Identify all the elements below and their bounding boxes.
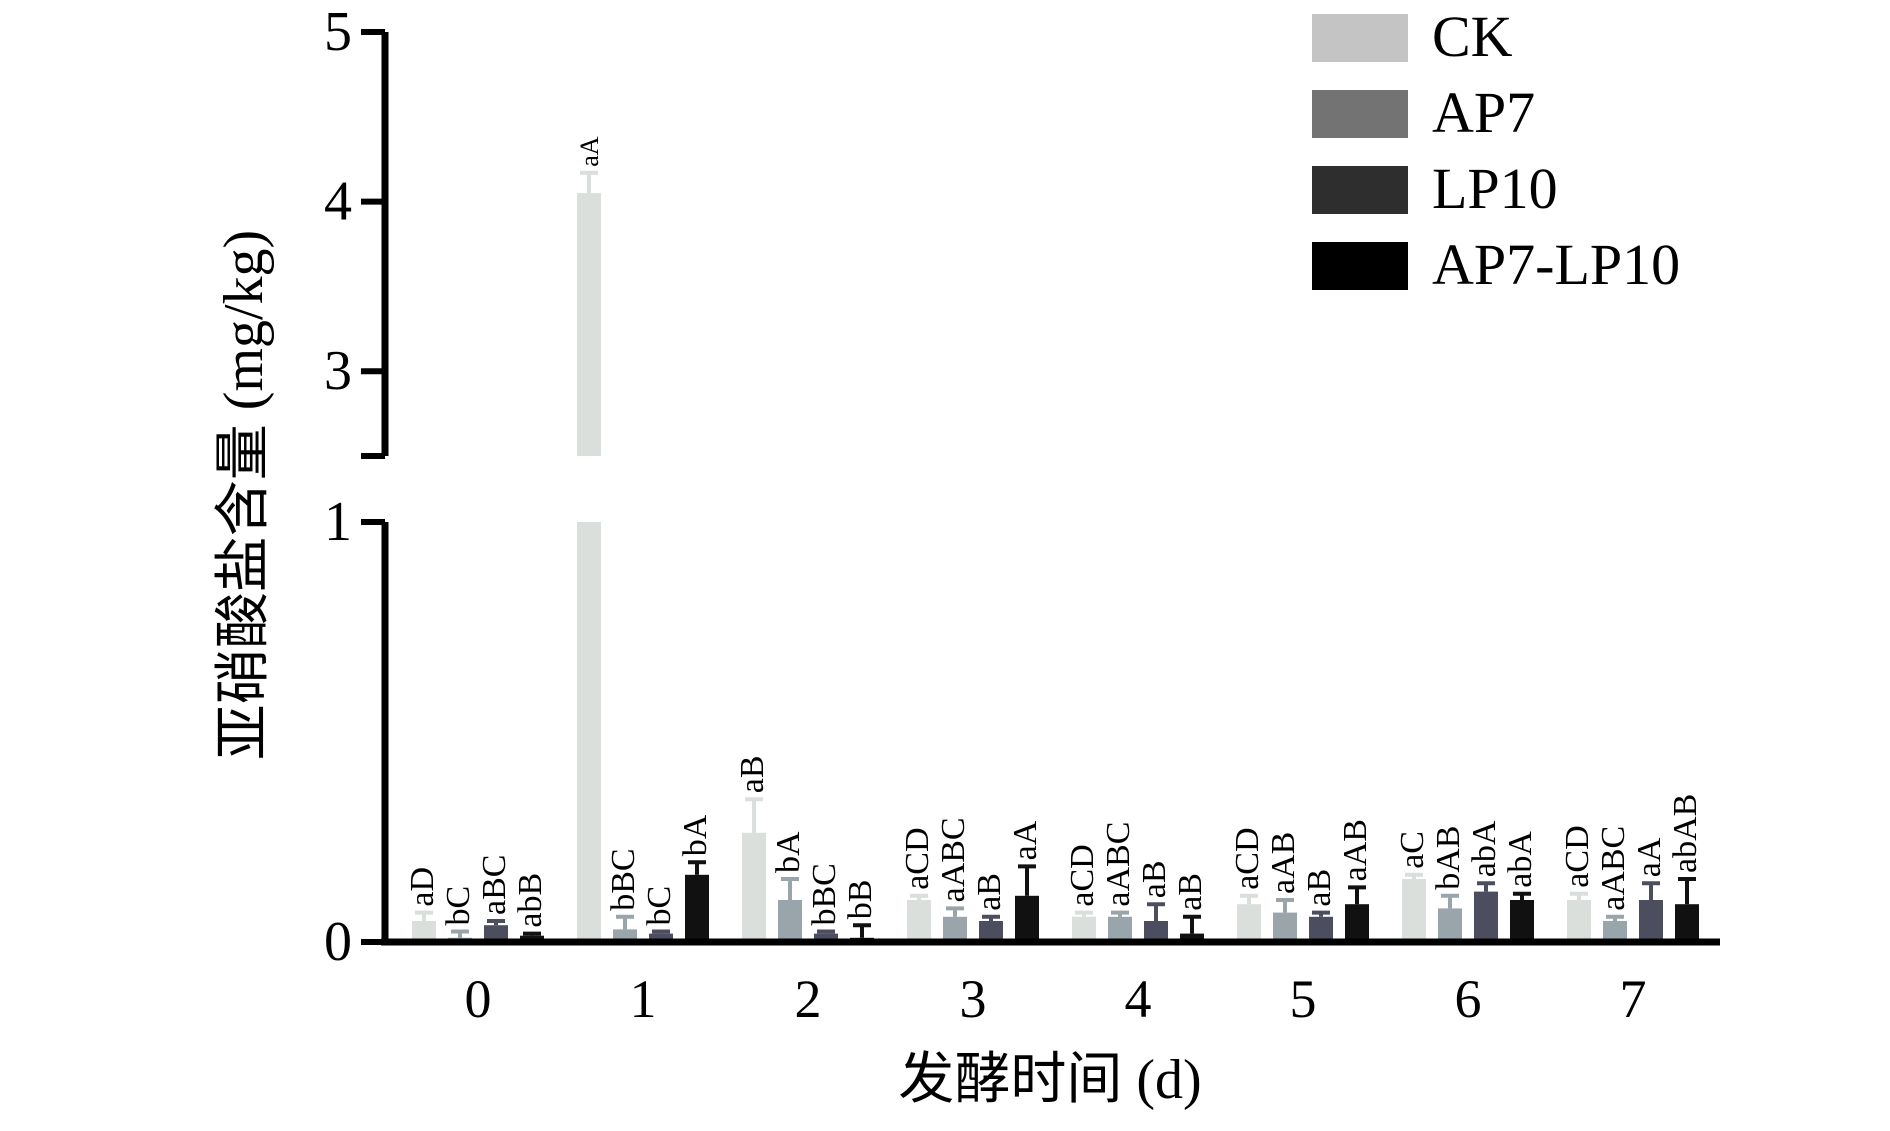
significance-label: bAB <box>1430 826 1467 890</box>
bar <box>1675 904 1699 942</box>
significance-label: aB <box>1136 860 1173 898</box>
y-tick-label: 3 <box>324 340 352 402</box>
significance-label: aBC <box>476 855 513 915</box>
y-tick-label: 0 <box>324 911 352 973</box>
significance-label: bBC <box>806 863 843 925</box>
bar <box>814 933 838 942</box>
x-tick-label: 0 <box>465 969 492 1029</box>
x-tick-label: 5 <box>1290 969 1317 1029</box>
significance-label: aABC <box>1595 826 1632 911</box>
bar <box>1309 916 1333 942</box>
axes-layer <box>361 29 1720 946</box>
bar <box>1639 900 1663 942</box>
significance-label: aB <box>1172 873 1209 911</box>
x-tick-label: 7 <box>1620 969 1647 1029</box>
bar <box>907 900 931 942</box>
x-tick-label: 1 <box>630 969 657 1029</box>
significance-label: bB <box>842 880 879 920</box>
significance-label: aB <box>1301 869 1338 907</box>
bar <box>577 522 601 942</box>
x-axis-title: 发酵时间 (d) <box>898 1049 1201 1111</box>
y-tick-label: 5 <box>324 1 352 63</box>
bar <box>1603 921 1627 942</box>
significance-label: bC <box>641 886 678 926</box>
y-tick-label: 4 <box>324 171 352 233</box>
significance-label: aCD <box>1229 827 1266 889</box>
significance-label: aAB <box>1337 819 1374 881</box>
significance-label: aABC <box>935 817 972 902</box>
bar <box>1474 891 1498 942</box>
bar <box>742 832 766 942</box>
y-axis-title: 亚硝酸盐含量 (mg/kg) <box>213 230 275 760</box>
bar <box>1108 916 1132 942</box>
significance-label: bA <box>677 814 714 856</box>
significance-label: abB <box>512 873 549 928</box>
x-tick-label: 6 <box>1455 969 1482 1029</box>
significance-label: abAB <box>1667 794 1704 873</box>
legend: CK AP7 LP10 AP7-LP10 <box>1312 4 1680 297</box>
bar <box>1273 912 1297 942</box>
significance-label: aB <box>971 873 1008 911</box>
bar <box>1567 900 1591 942</box>
bar <box>1402 879 1426 942</box>
significance-label: aA <box>1631 837 1668 877</box>
bar <box>943 916 967 942</box>
bar <box>484 925 508 942</box>
legend-label: AP7 <box>1432 80 1535 145</box>
bars-layer <box>412 170 1699 942</box>
bar <box>1144 921 1168 942</box>
significance-label: bC <box>440 886 477 926</box>
significance-label: abA <box>1466 820 1503 877</box>
x-tick-label: 2 <box>795 969 822 1029</box>
significance-label: aC <box>1394 831 1431 869</box>
legend-label: LP10 <box>1432 156 1558 221</box>
significance-label: aD <box>404 867 441 907</box>
bar <box>778 900 802 942</box>
significance-label: aB <box>734 755 771 793</box>
significance-label: bBC <box>605 848 642 910</box>
bar <box>1180 933 1204 942</box>
bar <box>1345 904 1369 942</box>
significance-label: aAB <box>1265 832 1302 894</box>
legend-swatch <box>1312 166 1408 214</box>
bar <box>1237 904 1261 942</box>
legend-swatch <box>1312 90 1408 138</box>
bar-upper-part <box>577 193 601 456</box>
legend-swatch <box>1312 14 1408 62</box>
bar <box>685 874 709 942</box>
bar <box>979 921 1003 942</box>
bar <box>1072 916 1096 942</box>
bar <box>1015 895 1039 942</box>
legend-label: AP7-LP10 <box>1432 232 1680 297</box>
x-tick-label: 4 <box>1125 969 1152 1029</box>
legend-label: CK <box>1432 4 1513 69</box>
bar <box>1510 900 1534 942</box>
significance-label: aCD <box>1064 844 1101 906</box>
legend-swatch <box>1312 242 1408 290</box>
significance-label: aCD <box>1559 825 1596 887</box>
significance-label: aA <box>575 136 604 167</box>
significance-label: abA <box>1502 831 1539 888</box>
bar <box>412 921 436 942</box>
significance-label: aABC <box>1100 822 1137 907</box>
bar <box>1438 908 1462 942</box>
y-tick-label: 1 <box>324 491 352 553</box>
significance-label: bA <box>770 831 807 873</box>
significance-label: aA <box>1007 820 1044 860</box>
bar <box>649 933 673 942</box>
significance-label: aCD <box>899 827 936 889</box>
x-tick-label: 3 <box>960 969 987 1029</box>
